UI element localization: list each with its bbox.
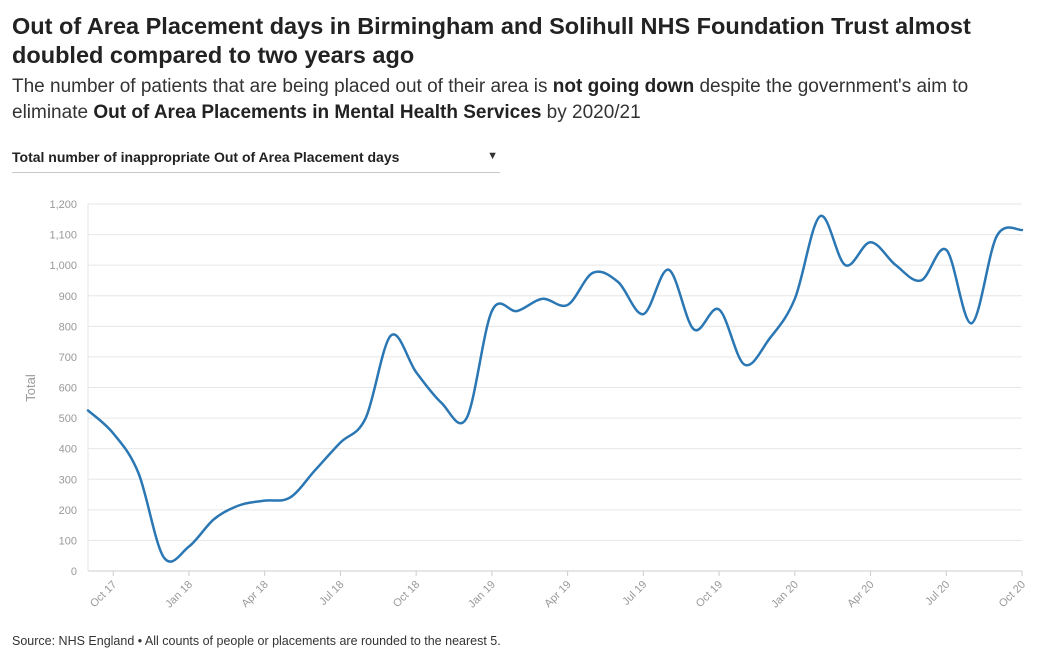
source-note: Source: NHS England • All counts of peop… bbox=[12, 634, 501, 648]
y-tick-label: 300 bbox=[59, 474, 77, 486]
data-point[interactable] bbox=[159, 552, 169, 562]
data-point[interactable] bbox=[386, 331, 396, 341]
data-point[interactable] bbox=[613, 277, 623, 287]
data-point[interactable] bbox=[992, 231, 1002, 241]
data-point[interactable] bbox=[285, 493, 295, 503]
data-point[interactable] bbox=[866, 237, 876, 247]
data-point[interactable] bbox=[891, 260, 901, 270]
metric-dropdown-label: Total number of inappropriate Out of Are… bbox=[12, 149, 400, 165]
y-tick-label: 800 bbox=[59, 321, 77, 333]
data-point[interactable] bbox=[361, 413, 371, 423]
x-tick-label: Jul 18 bbox=[317, 579, 346, 608]
data-point[interactable] bbox=[335, 438, 345, 448]
data-point[interactable] bbox=[714, 305, 724, 315]
data-point[interactable] bbox=[664, 265, 674, 275]
data-point[interactable] bbox=[537, 294, 547, 304]
subtitle-emphasis-2: Out of Area Placements in Mental Health … bbox=[93, 102, 542, 123]
x-tick-label: Oct 17 bbox=[88, 579, 119, 610]
data-point[interactable] bbox=[840, 260, 850, 270]
y-tick-label: 500 bbox=[59, 413, 77, 425]
data-point[interactable] bbox=[512, 306, 522, 316]
data-point[interactable] bbox=[209, 514, 219, 524]
data-point[interactable] bbox=[941, 245, 951, 255]
y-axis-label: Total bbox=[23, 374, 38, 402]
x-tick-label: Apr 20 bbox=[845, 579, 876, 610]
data-point[interactable] bbox=[563, 300, 573, 310]
data-point[interactable] bbox=[815, 211, 825, 221]
subtitle-text-3: by 2020/21 bbox=[541, 102, 641, 123]
y-tick-label: 900 bbox=[59, 291, 77, 303]
data-point[interactable] bbox=[133, 468, 143, 478]
data-point[interactable] bbox=[184, 542, 194, 552]
data-point[interactable] bbox=[487, 306, 497, 316]
data-point[interactable] bbox=[588, 268, 598, 278]
data-point[interactable] bbox=[967, 318, 977, 328]
subtitle-text-2: despite the government's aim to eliminat… bbox=[12, 76, 969, 123]
x-tick-label: Jan 19 bbox=[466, 579, 498, 611]
subtitle-text-1: The number of patients that are being pl… bbox=[12, 76, 553, 97]
data-point[interactable] bbox=[1017, 225, 1027, 235]
y-tick-label: 100 bbox=[59, 535, 77, 547]
series-layer bbox=[83, 211, 1027, 563]
data-point[interactable] bbox=[765, 334, 775, 344]
data-point[interactable] bbox=[739, 360, 749, 370]
y-tick-label: 1,100 bbox=[49, 230, 77, 242]
caret-down-icon[interactable]: ▼ bbox=[487, 150, 498, 162]
x-tick-label: Apr 18 bbox=[239, 579, 270, 610]
data-point[interactable] bbox=[790, 294, 800, 304]
subtitle-emphasis-1: not going down bbox=[552, 76, 695, 97]
y-tick-label: 200 bbox=[59, 505, 77, 517]
metric-dropdown[interactable]: Total number of inappropriate Out of Are… bbox=[12, 146, 500, 173]
grid-lines bbox=[87, 203, 1022, 572]
x-tick-label: Jul 20 bbox=[923, 579, 952, 608]
y-tick-label: 1,000 bbox=[49, 260, 77, 272]
data-point[interactable] bbox=[689, 324, 699, 334]
series-line bbox=[86, 214, 1024, 563]
y-tick-label: 700 bbox=[59, 352, 77, 364]
x-axis: Oct 17 Jan 18 Apr 18 Jul 18 Oct 18 Jan 19 Apr … bbox=[88, 571, 1028, 610]
x-tick-label: Jan 18 bbox=[163, 579, 195, 611]
data-point[interactable] bbox=[83, 405, 93, 415]
y-tick-label: 600 bbox=[59, 383, 77, 395]
data-point[interactable] bbox=[310, 465, 320, 475]
data-point[interactable] bbox=[411, 367, 421, 377]
y-tick-label: 400 bbox=[59, 444, 77, 456]
x-tick-label: Apr 19 bbox=[542, 579, 573, 610]
x-tick-label: Oct 19 bbox=[694, 579, 725, 610]
x-tick-label: Oct 18 bbox=[391, 579, 422, 610]
chart-title: Out of Area Placement days in Birmingham… bbox=[12, 13, 971, 68]
data-point[interactable] bbox=[436, 398, 446, 408]
line-chart: 0 100 200 300 400 500 600 700 800 900 1,000 1,100 1,… bbox=[23, 199, 1028, 610]
y-axis: 0 100 200 300 400 500 600 700 800 900 1,000 1,100 1,… bbox=[49, 199, 77, 578]
chart-subtitle: The number of patients that are being pl… bbox=[12, 74, 1042, 126]
x-tick-label: Jan 20 bbox=[769, 579, 801, 611]
x-tick-label: Oct 20 bbox=[997, 579, 1028, 610]
data-point[interactable] bbox=[916, 275, 926, 285]
x-tick-label: Jul 19 bbox=[620, 579, 649, 608]
data-point[interactable] bbox=[462, 413, 472, 423]
data-point[interactable] bbox=[108, 428, 118, 438]
data-point[interactable] bbox=[234, 500, 244, 510]
y-tick-label: 0 bbox=[71, 566, 77, 578]
y-tick-label: 1,200 bbox=[49, 199, 77, 211]
data-point[interactable] bbox=[260, 496, 270, 506]
data-point[interactable] bbox=[638, 309, 648, 319]
